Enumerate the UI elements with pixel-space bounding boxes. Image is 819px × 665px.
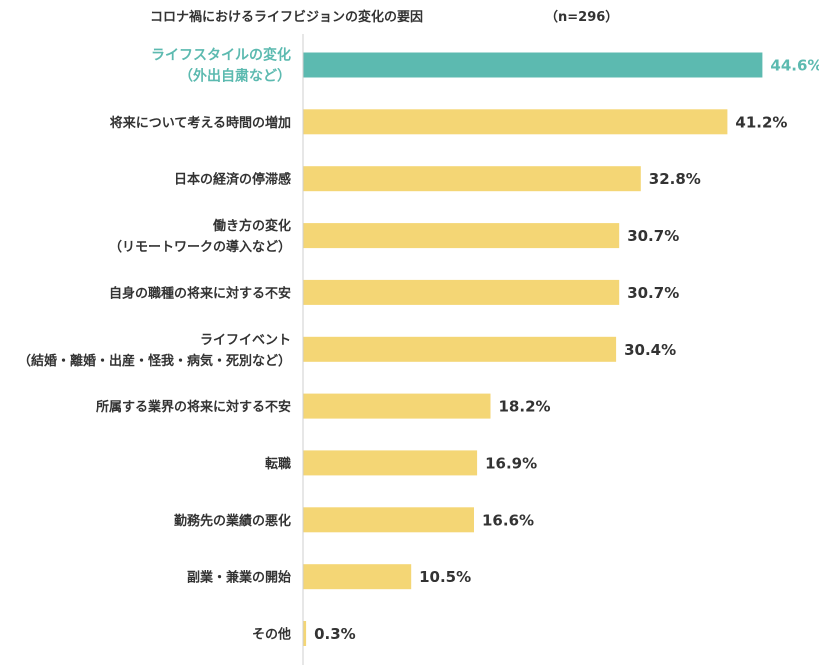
category-label-8-0: 勤務先の業績の悪化 <box>174 513 291 529</box>
category-label-4-0: 自身の職種の将来に対する不安 <box>109 285 291 301</box>
value-label-2: 32.8% <box>649 170 701 188</box>
bar-0 <box>303 52 763 78</box>
value-label-7: 16.9% <box>485 454 537 472</box>
value-label-0: 44.6% <box>770 57 819 75</box>
bar-8 <box>303 507 474 533</box>
category-label-5-1: （結婚・離婚・出産・怪我・病気・死別など） <box>18 353 291 369</box>
category-label-0-0: ライフスタイルの変化 <box>151 47 291 64</box>
chart-header: コロナ禍におけるライフビジョンの変化の要因 （n=296） <box>0 6 819 26</box>
category-label-5-0: ライフイベント <box>200 333 291 348</box>
value-label-3: 30.7% <box>627 227 679 245</box>
bar-2 <box>303 166 641 192</box>
bar-4 <box>303 279 620 305</box>
bar-1 <box>303 109 728 135</box>
value-label-4: 30.7% <box>627 284 679 302</box>
value-label-8: 16.6% <box>482 511 534 529</box>
category-label-7-0: 転職 <box>265 456 291 472</box>
bar-9 <box>303 564 412 590</box>
category-label-10-0: その他 <box>252 627 291 643</box>
value-label-5: 30.4% <box>624 341 676 359</box>
bar-7 <box>303 450 478 476</box>
category-label-0-1: （外出自粛など） <box>179 68 291 85</box>
chart-title: コロナ禍におけるライフビジョンの変化の要因 <box>150 10 424 25</box>
value-label-9: 10.5% <box>419 568 471 586</box>
bar-5 <box>303 336 617 362</box>
category-label-2-0: 日本の経済の停滞感 <box>174 172 291 188</box>
category-label-9-0: 副業・兼業の開始 <box>187 570 291 586</box>
bar-10 <box>303 621 307 646</box>
value-label-6: 18.2% <box>499 398 551 416</box>
category-label-3-1: （リモートワークの導入など） <box>109 239 291 255</box>
value-label-10: 0.3% <box>314 625 356 643</box>
sample-size: （n=296） <box>545 10 619 25</box>
bar-6 <box>303 393 491 419</box>
bar-3 <box>303 223 620 249</box>
category-label-1-0: 将来について考える時間の増加 <box>110 115 291 131</box>
value-label-1: 41.2% <box>735 113 787 131</box>
category-label-6-0: 所属する業界の将来に対する不安 <box>96 399 291 415</box>
category-label-3-0: 働き方の変化 <box>212 218 291 234</box>
